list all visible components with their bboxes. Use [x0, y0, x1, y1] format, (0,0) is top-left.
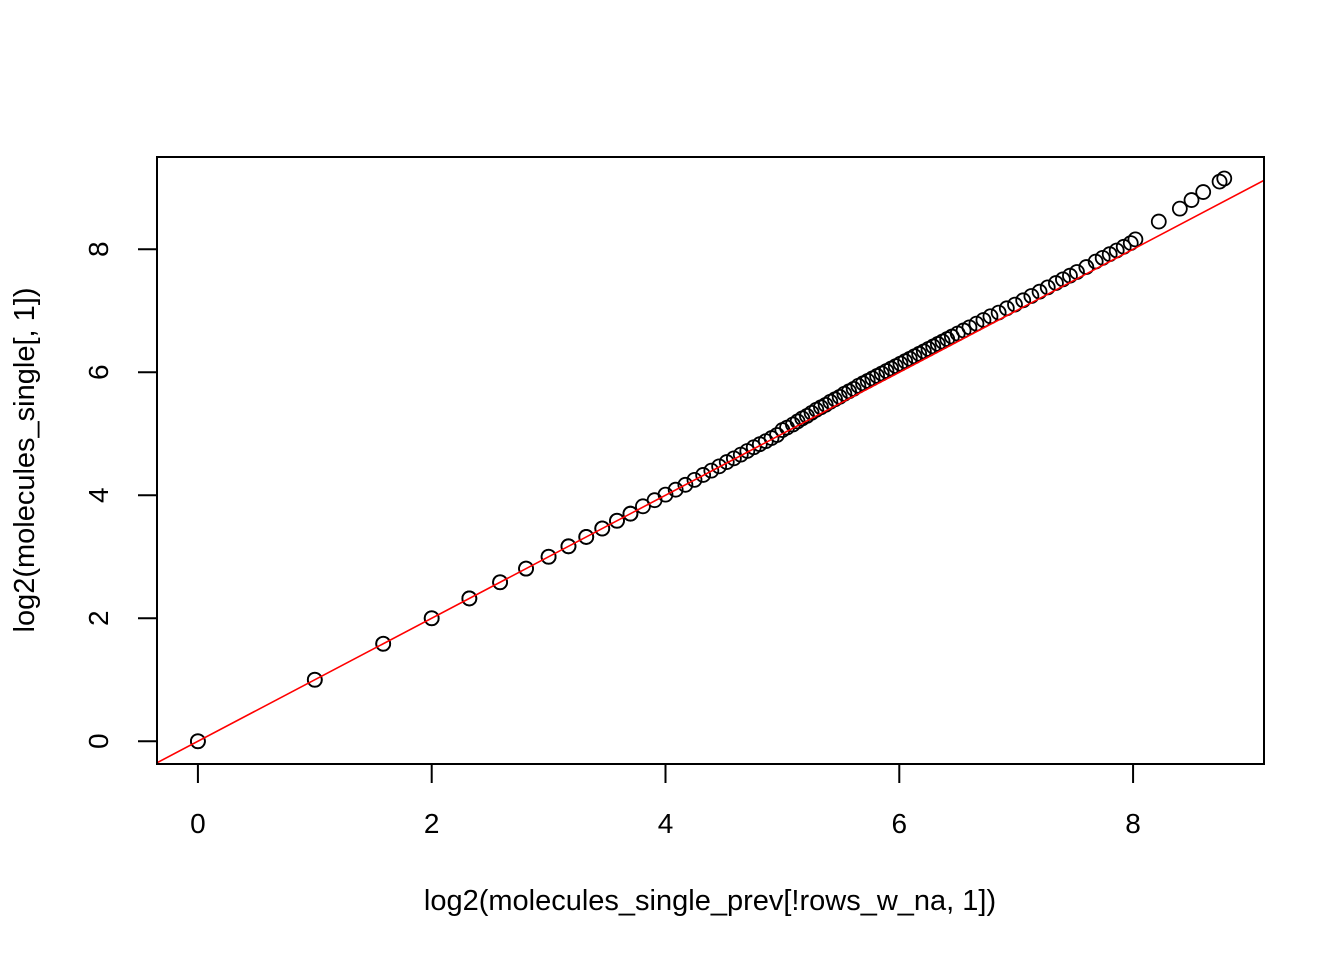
y-tick-label: 8 — [83, 241, 114, 257]
x-tick-label: 2 — [424, 808, 440, 839]
data-point — [622, 505, 639, 522]
data-point — [1127, 231, 1144, 248]
data-points — [190, 170, 1233, 750]
data-point — [657, 486, 674, 503]
data-point — [703, 462, 720, 479]
data-point — [1150, 213, 1167, 230]
y-axis-label: log2(molecules_single[, 1]) — [9, 288, 41, 633]
y-tick-label: 2 — [83, 610, 114, 626]
data-point — [461, 590, 478, 607]
data-point — [1211, 173, 1228, 190]
data-point — [492, 574, 508, 591]
data-point — [1171, 200, 1188, 217]
data-point — [306, 671, 323, 688]
x-tick-label: 0 — [190, 808, 206, 839]
data-point — [686, 471, 703, 488]
data-point — [518, 560, 534, 577]
data-point — [695, 467, 712, 483]
data-point — [190, 733, 206, 750]
data-point — [540, 548, 557, 565]
data-point — [1216, 170, 1233, 187]
data-point — [560, 538, 577, 555]
data-point — [769, 427, 785, 443]
y-tick-label: 6 — [83, 364, 114, 380]
data-point — [667, 481, 684, 498]
data-point — [1183, 192, 1200, 208]
x-tick-label: 6 — [891, 808, 907, 839]
data-point — [578, 529, 595, 545]
y-tick-label: 0 — [83, 733, 114, 749]
x-tick-label: 8 — [1125, 808, 1141, 839]
data-point — [375, 635, 392, 652]
x-tick-label: 4 — [658, 808, 674, 839]
data-point — [594, 520, 611, 537]
data-point — [423, 610, 440, 627]
reference-line — [157, 179, 1264, 764]
data-point — [609, 512, 625, 529]
x-axis-label: log2(molecules_single_prev[!rows_w_na, 1… — [424, 885, 996, 917]
reference-line-layer — [157, 179, 1264, 764]
data-point — [677, 476, 694, 493]
data-point — [982, 308, 999, 325]
data-point — [1195, 184, 1212, 200]
y-tick-label: 4 — [83, 487, 114, 503]
x-axis: 0 2 4 6 8 — [190, 763, 1141, 839]
plot-frame — [156, 156, 1265, 765]
data-point — [711, 458, 728, 475]
y-axis: 0 2 4 6 8 — [83, 241, 158, 749]
